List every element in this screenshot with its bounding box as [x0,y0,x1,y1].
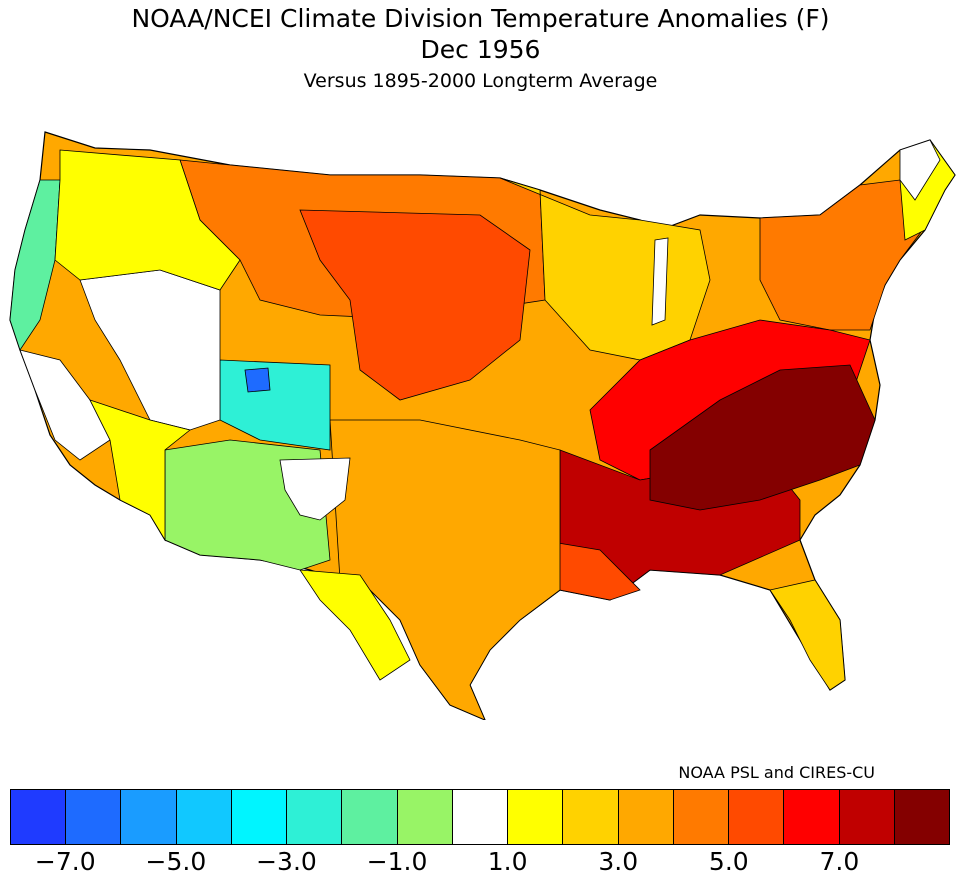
colorbar-tick-label: 5.0 [708,847,749,876]
region-california-central [19,349,111,461]
map-subtitle: Versus 1895-2000 Longterm Average [303,70,658,92]
colorbar-cell [342,790,398,844]
region-northeast [759,179,931,331]
colorbar-cell [121,790,177,844]
colorbar-tick-label: 7.0 [819,847,860,876]
colorbar-tick-label: 3.0 [598,847,639,876]
colorbar-cell [287,790,343,844]
lake-michigan [651,237,669,326]
region-socal [89,399,191,542]
colorbar [10,789,950,845]
us-anomaly-map [9,131,956,720]
colorbar-tick-label: −1.0 [366,847,428,876]
colorbar-cell [231,790,288,844]
colorbar-cell [673,790,730,844]
colorbar-cell [784,790,840,844]
region-florida [769,579,846,691]
colorbar-cell [11,790,67,844]
region-texas [329,419,561,720]
region-west-texas [299,569,411,681]
colorbar-cell [618,790,674,844]
region-pnw-interior [54,149,241,291]
colorbar-ticks: −7.0 −5.0 −3.0 −1.0 1.0 3.0 5.0 7.0 [10,847,950,876]
colorbar-cell [176,790,232,844]
colorbar-tick-label: 1.0 [487,847,528,876]
colorbar-cell [563,790,619,844]
colorbar-cell [894,790,949,844]
map-date: Dec 1956 [420,35,541,64]
colorbar-tick-label: −7.0 [34,847,96,876]
colorbar-cell [397,790,453,844]
colorbar-cell [508,790,564,844]
colorbar-cell [729,790,785,844]
region-colorado-peak [244,367,271,393]
region-appalachians [649,364,876,511]
map-title: NOAA/NCEI Climate Division Temperature A… [131,4,830,33]
colorbar-tick-label: −3.0 [256,847,317,876]
region-new-mexico-white [279,457,351,521]
colorbar-tick-label: −5.0 [145,847,207,876]
colorbar-cell [66,790,122,844]
credit-text: NOAA PSL and CIRES-CU [678,763,875,782]
region-dakotas-nebraska [299,209,531,401]
colorbar-cell [452,790,509,844]
colorbar-cell [839,790,895,844]
region-maine-north [899,139,941,201]
